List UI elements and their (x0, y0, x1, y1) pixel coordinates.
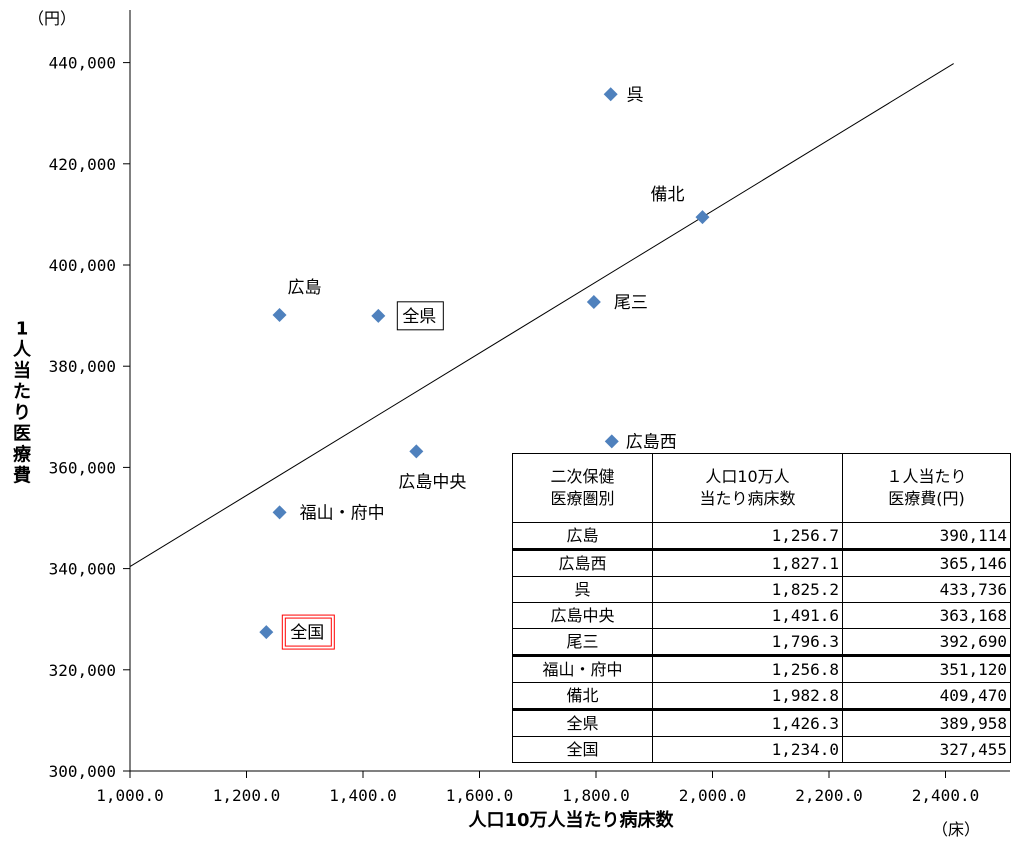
table-row: 広島中央 1,491.6 363,168 (512, 602, 1011, 629)
data-point-marker (259, 625, 274, 640)
data-point-marker (586, 294, 601, 309)
x-tick-label: 2,000.0 (679, 786, 746, 805)
label-box-inner (284, 617, 332, 647)
cell-cost: 392,690 (842, 628, 1011, 656)
x-tick-label: 1,000.0 (96, 786, 163, 805)
table-row: 福山・府中 1,256.8 351,120 (512, 654, 1011, 683)
x-axis-title: 人口10万人当たり病床数 (468, 809, 674, 831)
cell-beds: 1,234.0 (652, 736, 843, 763)
data-point-label: 広島西 (626, 432, 677, 452)
y-tick-label: 320,000 (49, 661, 116, 680)
y-tick-label: 360,000 (49, 458, 116, 477)
x-tick-label: 1,800.0 (562, 786, 629, 805)
x-tick-label: 2,200.0 (795, 786, 862, 805)
cell-region: 広島中央 (512, 602, 653, 629)
data-point-marker (272, 308, 287, 323)
data-table: 二次保健 医療圏別 人口10万人 当たり病床数 １人当たり 医療費(円) 広島 … (512, 453, 1011, 763)
cell-region: 広島西 (512, 548, 653, 577)
data-point-label: 備北 (650, 185, 684, 205)
cell-beds: 1,256.8 (652, 654, 843, 683)
table-row: 全国 1,234.0 327,455 (512, 736, 1011, 763)
x-axis-unit: （床） (932, 820, 980, 839)
label-box (396, 301, 444, 331)
data-point-marker (272, 505, 287, 520)
table-row: 広島西 1,827.1 365,146 (512, 548, 1011, 577)
data-point-marker (371, 308, 386, 323)
data-point-marker (695, 210, 710, 225)
cell-beds: 1,825.2 (652, 576, 843, 603)
cell-beds: 1,796.3 (652, 628, 843, 656)
cell-beds: 1,256.7 (652, 522, 843, 550)
table-row: 全県 1,426.3 389,958 (512, 708, 1011, 737)
y-tick-label: 440,000 (49, 54, 116, 73)
axes: 300,000 320,000 340,000 360,000 380,000 400,0… (49, 10, 1010, 805)
x-tick-label: 1,200.0 (213, 786, 280, 805)
cell-region: 全県 (512, 708, 653, 737)
data-point-label: 広島 (288, 278, 322, 298)
cell-cost: 351,120 (842, 654, 1011, 683)
data-point-marker (409, 444, 424, 459)
table-header-row: 二次保健 医療圏別 人口10万人 当たり病床数 １人当たり 医療費(円) (512, 453, 1011, 523)
table-row: 広島 1,256.7 390,114 (512, 522, 1011, 550)
y-tick-label: 300,000 (49, 762, 116, 781)
table-row: 備北 1,982.8 409,470 (512, 682, 1011, 710)
y-tick-label: 420,000 (49, 155, 116, 174)
data-point-marker (603, 87, 618, 102)
cell-region: 呉 (512, 576, 653, 603)
data-point-label: 尾三 (614, 293, 648, 313)
cell-region: 備北 (512, 682, 653, 710)
col-header-beds: 人口10万人 当たり病床数 (652, 453, 843, 523)
x-tick-label: 2,400.0 (912, 786, 979, 805)
col-header-cost: １人当たり 医療費(円) (842, 453, 1011, 523)
cell-cost: 327,455 (842, 736, 1011, 763)
cell-region: 全国 (512, 736, 653, 763)
cell-region: 尾三 (512, 628, 653, 656)
cell-cost: 390,114 (842, 522, 1011, 550)
data-point-marker (604, 434, 619, 449)
points-group (259, 87, 710, 640)
cell-beds: 1,491.6 (652, 602, 843, 629)
cell-cost: 409,470 (842, 682, 1011, 710)
cell-beds: 1,982.8 (652, 682, 843, 710)
col-header-region: 二次保健 医療圏別 (512, 453, 653, 523)
y-tick-label: 400,000 (49, 256, 116, 275)
cell-cost: 389,958 (842, 708, 1011, 737)
label-box-outer (281, 614, 335, 650)
cell-region: 福山・府中 (512, 654, 653, 683)
data-point-label: 全県 (402, 307, 436, 327)
y-axis-title: 1 人当たり医療費 (13, 319, 32, 487)
table-row: 尾三 1,796.3 392,690 (512, 628, 1011, 656)
x-tick-label: 1,600.0 (446, 786, 513, 805)
y-tick-label: 340,000 (49, 560, 116, 579)
data-point-label: 全国 (290, 623, 324, 643)
cell-beds: 1,426.3 (652, 708, 843, 737)
table-row: 呉 1,825.2 433,736 (512, 576, 1011, 603)
cell-cost: 365,146 (842, 548, 1011, 577)
trendline (129, 63, 954, 568)
data-point-label: 福山・府中 (300, 503, 385, 523)
y-axis-unit: （円） (28, 9, 76, 28)
x-tick-label: 1,400.0 (329, 786, 396, 805)
y-tick-label: 380,000 (49, 357, 116, 376)
cell-cost: 433,736 (842, 576, 1011, 603)
data-point-label: 呉 (627, 85, 644, 105)
cell-cost: 363,168 (842, 602, 1011, 629)
trendline-group (129, 63, 954, 568)
cell-region: 広島 (512, 522, 653, 550)
cell-beds: 1,827.1 (652, 548, 843, 577)
data-point-label: 広島中央 (398, 472, 466, 492)
